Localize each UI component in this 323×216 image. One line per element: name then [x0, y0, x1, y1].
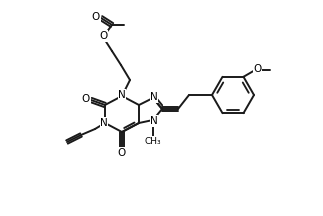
Text: N: N [100, 118, 108, 128]
Text: N: N [118, 90, 126, 100]
Text: N: N [150, 92, 158, 102]
Text: O: O [99, 31, 107, 41]
Text: O: O [253, 64, 262, 74]
Text: O: O [92, 12, 100, 22]
Text: O: O [82, 94, 90, 104]
Text: N: N [150, 116, 158, 126]
Text: O: O [118, 148, 126, 158]
Text: CH₃: CH₃ [145, 137, 161, 146]
